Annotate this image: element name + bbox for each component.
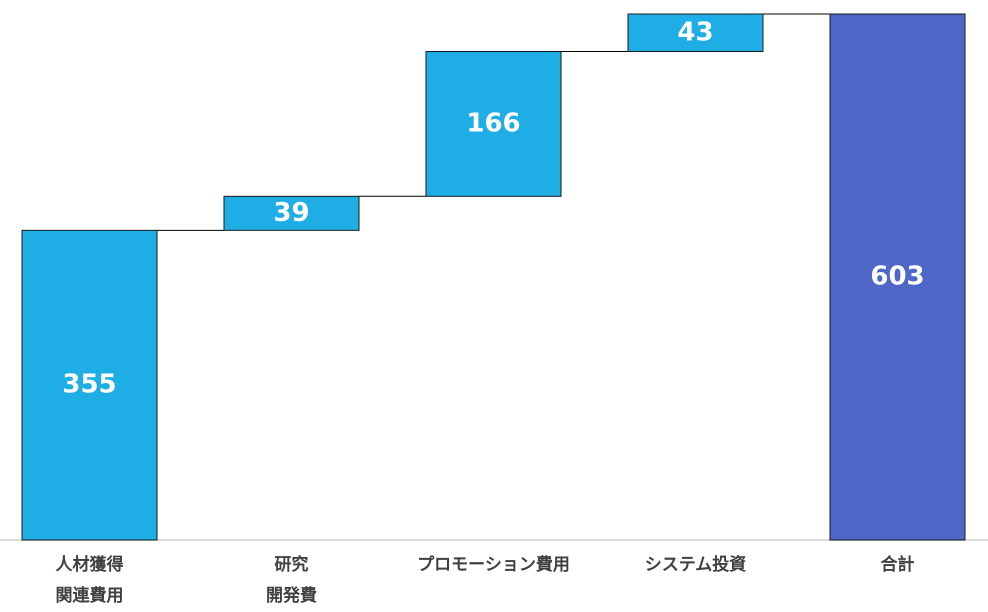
x-tick-label: 研究 開発費 (192, 550, 392, 612)
value-label: 166 (466, 108, 520, 138)
x-tick-label: 合計 (798, 550, 988, 581)
value-label: 355 (62, 370, 116, 400)
value-label: 43 (677, 17, 713, 47)
x-tick-label: システム投資 (596, 550, 796, 581)
value-label: 603 (870, 262, 924, 292)
value-label: 39 (273, 198, 309, 228)
x-tick-label: プロモーション費用 (394, 550, 594, 581)
x-tick-label: 人材獲得 関連費用 (0, 550, 190, 612)
